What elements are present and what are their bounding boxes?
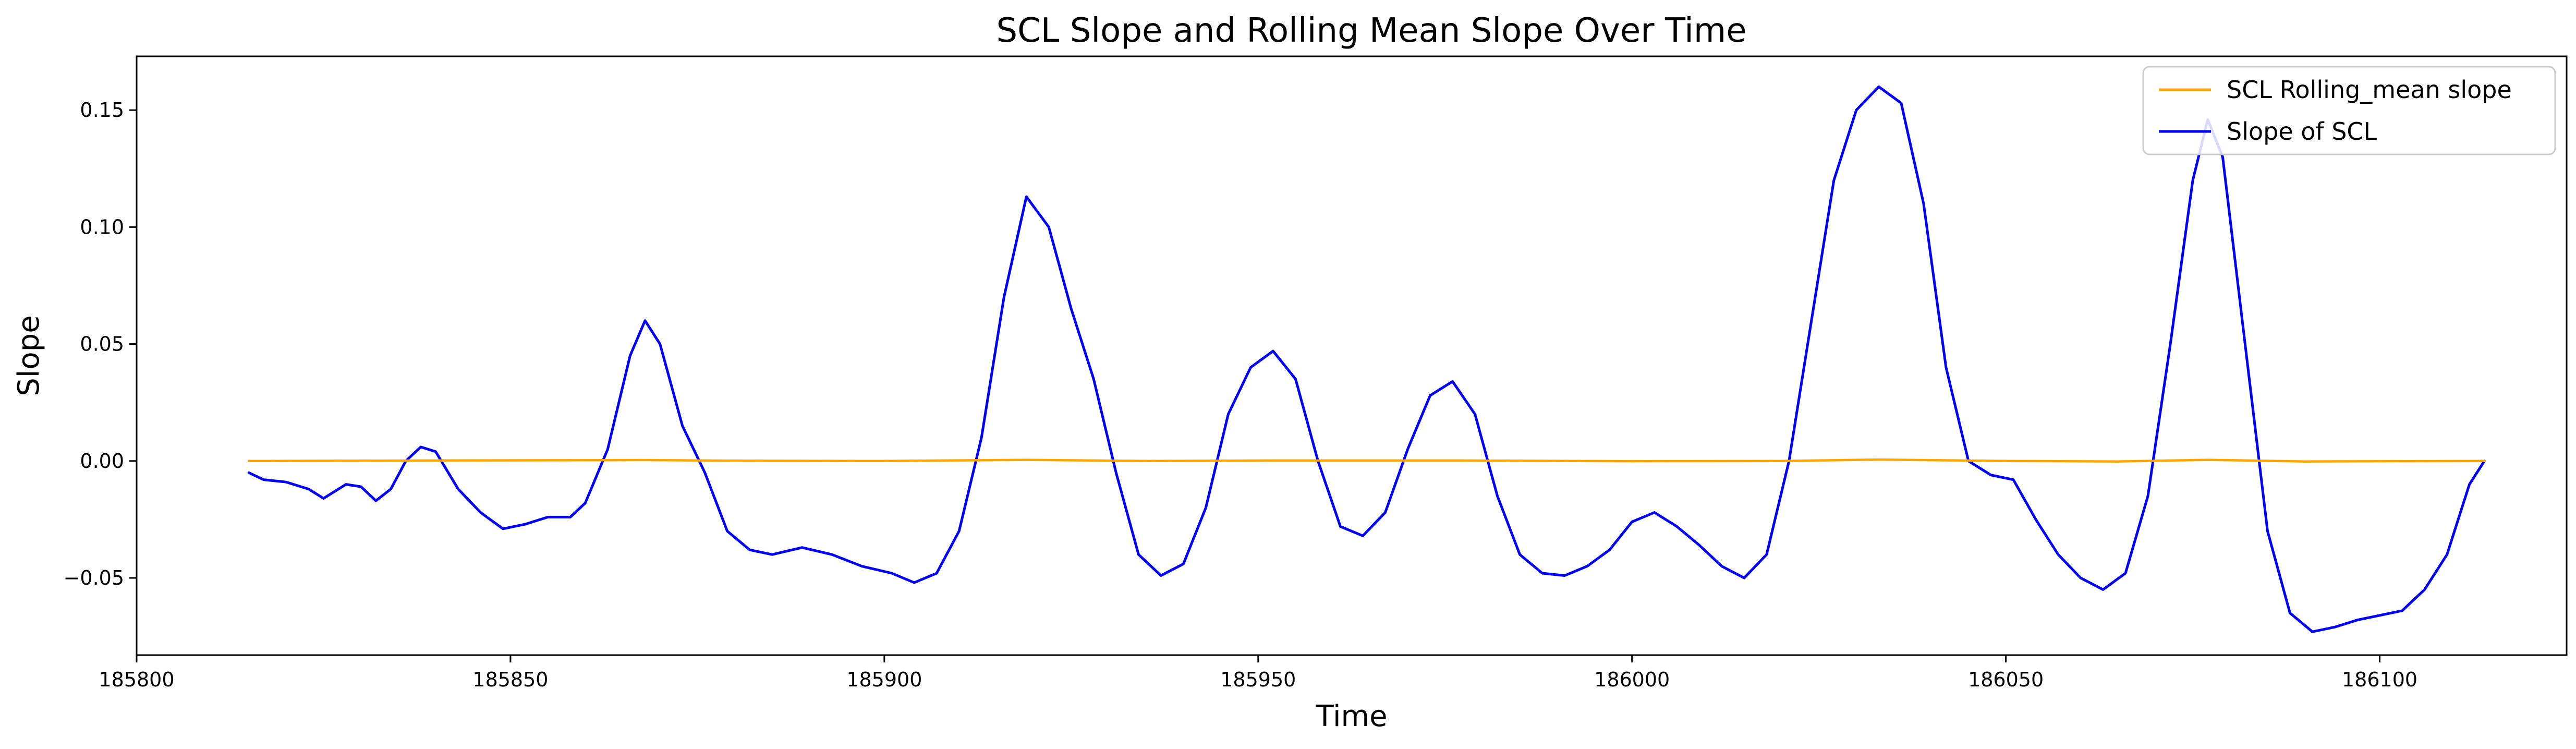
y-tick-label: 0.00	[80, 450, 124, 473]
x-tick-label: 185950	[1220, 668, 1296, 691]
x-tick-label: 186050	[1968, 668, 2044, 691]
y-tick-label: −0.05	[64, 566, 124, 589]
series-line-1	[247, 85, 2486, 633]
axis-ticks: 185800 185850 185900 185950 186000 186050 1861…	[64, 99, 2418, 691]
x-tick-label: 185850	[472, 668, 548, 691]
chart-title: SCL Slope and Rolling Mean Slope Over Ti…	[996, 11, 1746, 50]
legend-label-0: SCL Rolling_mean slope	[2227, 76, 2512, 104]
y-tick-label: 0.10	[80, 215, 124, 238]
plot-frame	[136, 55, 2568, 656]
y-tick-label: 0.15	[80, 99, 124, 122]
series-lines	[247, 85, 2486, 633]
y-axis-label: Slope	[12, 315, 46, 396]
legend: SCL Rolling_mean slope Slope of SCL	[2142, 66, 2556, 155]
x-tick-label: 185900	[846, 668, 922, 691]
legend-box	[2142, 66, 2556, 155]
legend-label-1: Slope of SCL	[2227, 117, 2377, 146]
y-tick-label: 0.05	[80, 333, 124, 356]
x-axis-label: Time	[1315, 699, 1387, 733]
x-tick-label: 186000	[1594, 668, 1670, 691]
x-tick-label: 186100	[2342, 668, 2417, 691]
series-line-0	[247, 458, 2486, 463]
x-tick-label: 185800	[99, 668, 174, 691]
